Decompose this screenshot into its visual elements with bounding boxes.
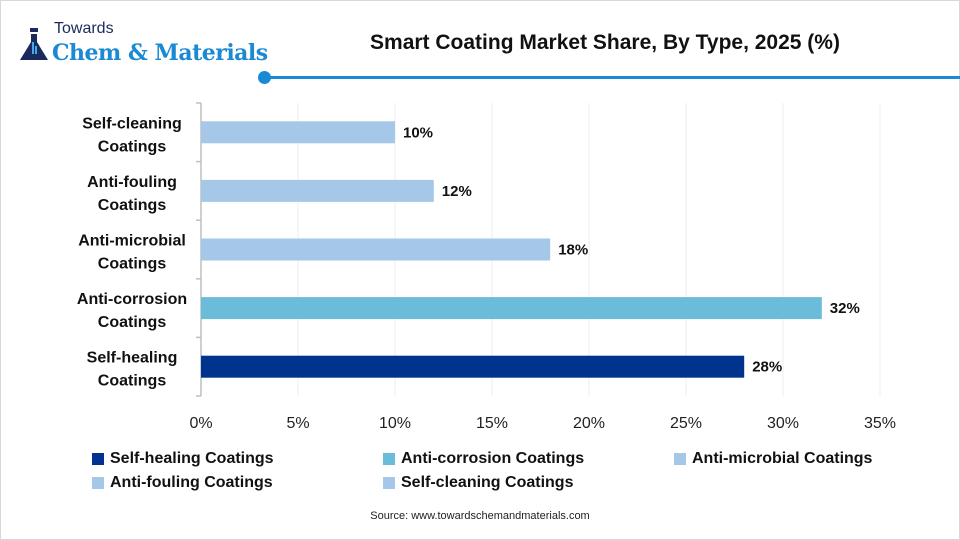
legend-label: Anti-fouling Coatings	[110, 474, 273, 491]
bar	[201, 355, 745, 378]
data-label: 28%	[752, 359, 782, 376]
x-tick-label: 5%	[286, 415, 309, 432]
category-label: Coatings	[98, 256, 167, 273]
legend-swatch	[674, 453, 686, 465]
bar	[201, 297, 822, 320]
bar	[201, 179, 434, 202]
bar	[201, 121, 395, 144]
x-tick-label: 15%	[476, 415, 508, 432]
x-tick-label: 25%	[670, 415, 702, 432]
category-label: Coatings	[98, 197, 167, 214]
x-tick-label: 0%	[189, 415, 212, 432]
logo-line2: Chem & Materials	[52, 40, 268, 66]
x-tick-label: 10%	[379, 415, 411, 432]
legend-swatch	[92, 453, 104, 465]
legend-item: Anti-corrosion Coatings	[383, 450, 584, 468]
legend-label: Self-cleaning Coatings	[401, 474, 574, 491]
category-label: Anti-microbial	[78, 233, 186, 250]
x-tick-label: 20%	[573, 415, 605, 432]
legend-item: Self-healing Coatings	[92, 450, 274, 468]
x-tick-label: 30%	[767, 415, 799, 432]
data-label: 12%	[442, 183, 472, 200]
legend-item: Self-cleaning Coatings	[383, 474, 573, 492]
bar	[201, 238, 551, 261]
legend-label: Self-healing Coatings	[110, 450, 274, 467]
source-note: Source: www.towardschemandmaterials.com	[370, 510, 590, 522]
legend-swatch	[92, 477, 104, 489]
category-label: Coatings	[98, 314, 167, 331]
category-label: Self-cleaning	[82, 115, 182, 132]
category-label: Coatings	[98, 373, 167, 390]
legend-item: Anti-microbial Coatings	[674, 450, 872, 468]
legend-swatch	[383, 453, 395, 465]
logo-line1: Towards	[54, 20, 114, 37]
data-label: 18%	[558, 242, 588, 259]
logo: Towards Chem & Materials	[18, 20, 268, 72]
legend-label: Anti-microbial Coatings	[692, 450, 873, 467]
chart-title: Smart Coating Market Share, By Type, 202…	[370, 31, 840, 54]
title-rule-dot	[258, 71, 271, 84]
legend-swatch	[383, 477, 395, 489]
title-rule	[270, 76, 960, 79]
legend-item: Anti-fouling Coatings	[92, 474, 273, 492]
legend-label: Anti-corrosion Coatings	[401, 450, 585, 467]
category-label: Coatings	[98, 138, 167, 155]
flask-icon	[20, 28, 48, 60]
data-label: 10%	[403, 124, 433, 141]
category-label: Self-healing	[87, 350, 178, 367]
category-label: Anti-fouling	[87, 174, 177, 191]
data-label: 32%	[830, 300, 860, 317]
category-label: Anti-corrosion	[77, 291, 187, 308]
x-tick-label: 35%	[864, 415, 896, 432]
